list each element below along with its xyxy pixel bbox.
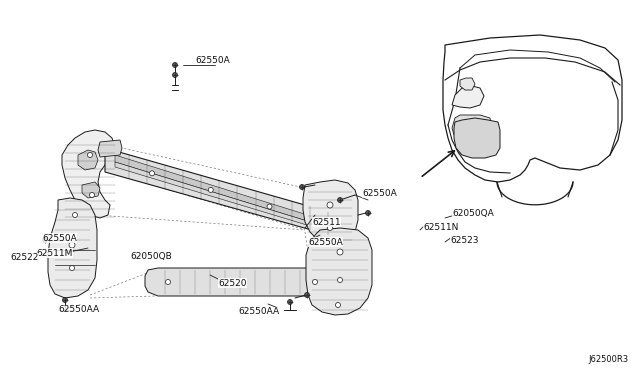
Text: 62520: 62520 [218,279,246,288]
Text: 62511N: 62511N [423,222,458,231]
Circle shape [365,211,371,215]
Text: J62500R3: J62500R3 [588,355,628,364]
Polygon shape [443,35,622,182]
Circle shape [208,187,213,192]
Text: 62550A: 62550A [195,55,230,64]
Text: 62550A: 62550A [308,237,343,247]
Text: 62550A: 62550A [362,189,397,198]
Circle shape [337,198,342,202]
Polygon shape [62,130,115,218]
Polygon shape [115,162,330,232]
Polygon shape [454,118,500,158]
Circle shape [70,266,74,270]
Circle shape [173,62,177,67]
Text: 62550AA: 62550AA [238,308,279,317]
Polygon shape [145,268,325,296]
Polygon shape [460,78,475,90]
Circle shape [69,242,75,248]
Polygon shape [98,140,122,157]
Circle shape [267,204,272,209]
Circle shape [287,299,292,305]
Polygon shape [115,155,330,228]
Circle shape [337,249,343,255]
Circle shape [328,225,333,231]
Circle shape [300,185,305,189]
Polygon shape [82,182,100,198]
Circle shape [166,279,170,285]
Text: 62511: 62511 [312,218,340,227]
Circle shape [42,237,47,243]
Circle shape [327,202,333,208]
Circle shape [312,279,317,285]
Polygon shape [48,198,97,298]
Text: 62522: 62522 [10,253,38,263]
Text: 62050QB: 62050QB [130,253,172,262]
Text: 62550AA: 62550AA [58,305,99,314]
Circle shape [305,292,310,298]
Circle shape [335,302,340,308]
Circle shape [88,153,93,157]
Polygon shape [78,150,98,170]
Circle shape [337,278,342,282]
Text: 62523: 62523 [450,235,479,244]
Polygon shape [452,115,492,140]
Polygon shape [452,86,484,108]
Circle shape [150,171,154,176]
Text: 62511M: 62511M [36,248,72,257]
Circle shape [90,192,95,198]
Circle shape [173,73,177,77]
Circle shape [63,298,67,302]
Circle shape [72,212,77,218]
Polygon shape [306,228,372,315]
Polygon shape [303,180,358,244]
Polygon shape [105,148,340,238]
Text: 62550A: 62550A [42,234,77,243]
Text: 62050QA: 62050QA [452,208,493,218]
